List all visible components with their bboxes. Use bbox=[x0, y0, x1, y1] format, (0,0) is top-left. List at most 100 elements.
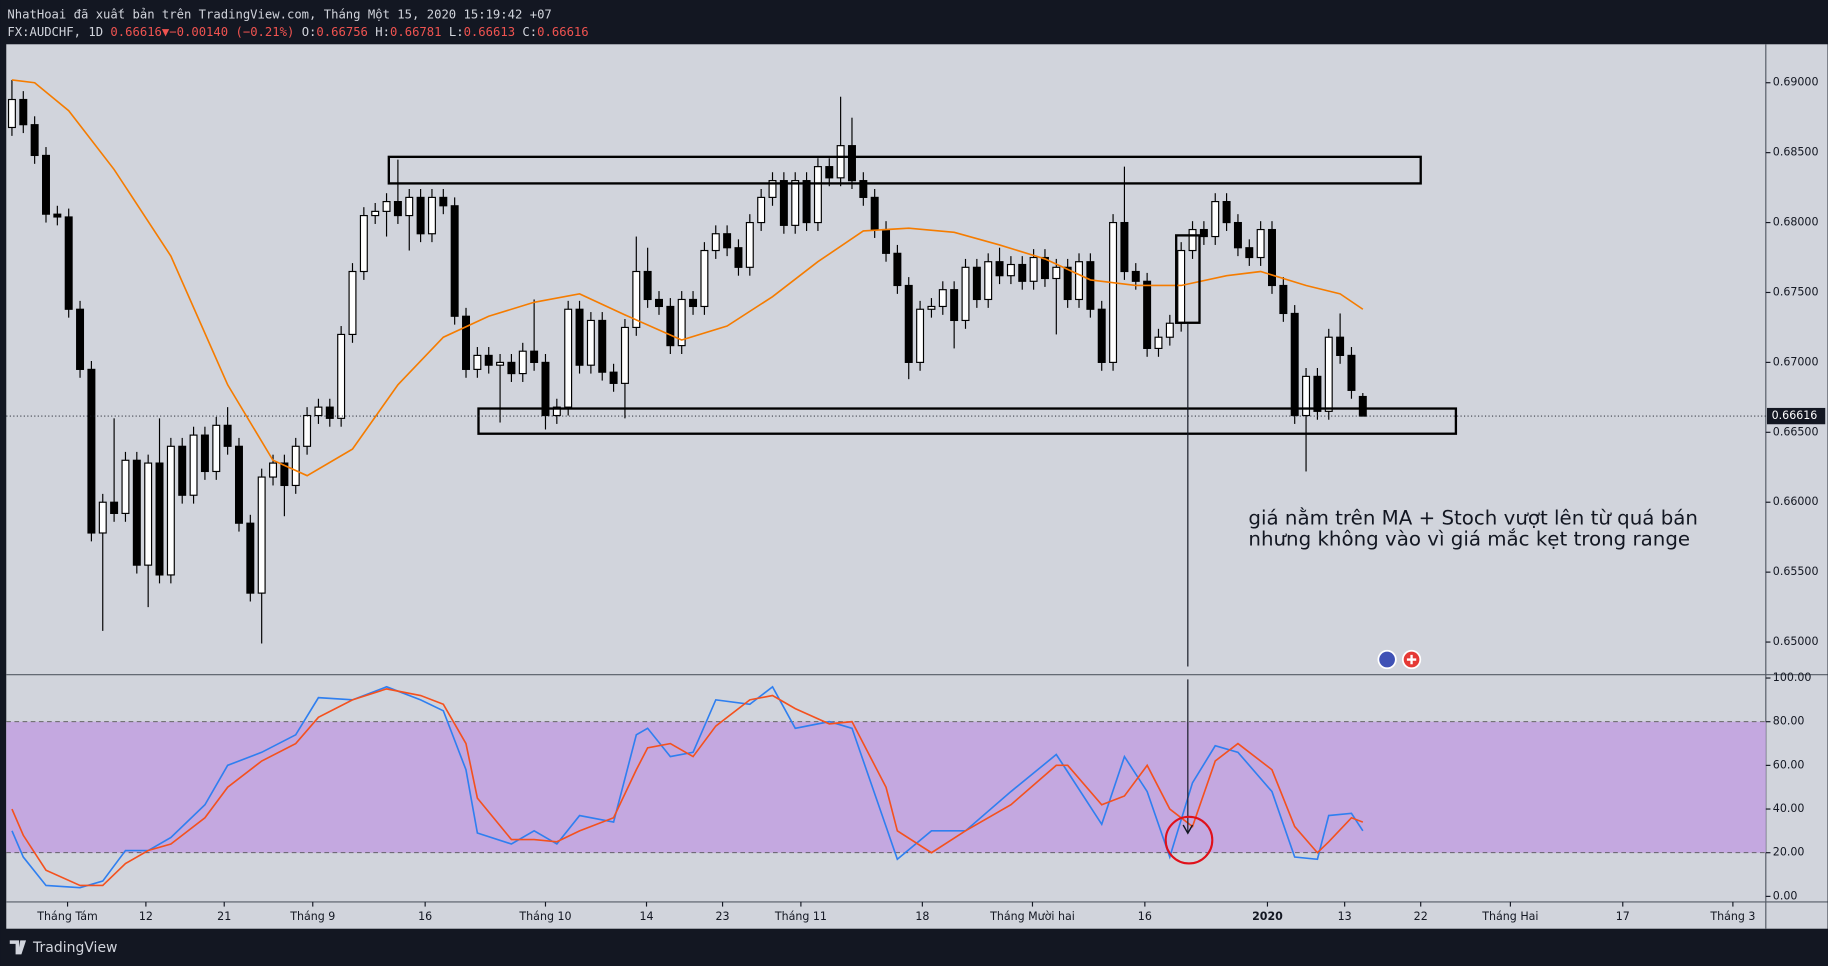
annotation-text: nhưng không vào vì giá mắc kẹt trong ran… bbox=[1248, 527, 1690, 550]
candle-body bbox=[189, 434, 198, 496]
candle-body bbox=[144, 462, 153, 566]
candle-body bbox=[337, 333, 346, 419]
candle-body bbox=[677, 298, 686, 347]
candle-body bbox=[1279, 284, 1288, 315]
candle-body bbox=[87, 368, 96, 534]
candle-body bbox=[1290, 312, 1299, 417]
ohlc-label: O: bbox=[302, 25, 317, 39]
candle-body bbox=[938, 289, 947, 308]
candle-body bbox=[121, 459, 130, 514]
candle-body bbox=[1143, 280, 1152, 349]
candle-body bbox=[552, 406, 561, 417]
ohlc-value: 0.66616 bbox=[537, 25, 589, 39]
y-tick-label: 0.68000 bbox=[1773, 216, 1819, 229]
candle-body bbox=[950, 289, 959, 322]
candle-body bbox=[1358, 395, 1367, 417]
ohlc-label: L: bbox=[449, 25, 464, 39]
candle-body bbox=[1199, 228, 1208, 238]
x-tick-label: 13 bbox=[1338, 910, 1352, 923]
symbol: FX:AUDCHF, 1D bbox=[7, 25, 103, 39]
candle-body bbox=[1256, 228, 1265, 259]
candle-body bbox=[98, 501, 107, 534]
arrow-head bbox=[1182, 824, 1194, 835]
price-zone bbox=[387, 155, 1422, 185]
series-line bbox=[11, 688, 1364, 887]
candle-body bbox=[530, 350, 539, 363]
x-tick-label: Tháng 10 bbox=[518, 910, 571, 923]
candle-body bbox=[813, 166, 822, 224]
candle-body bbox=[132, 459, 141, 566]
candle-body bbox=[291, 445, 300, 487]
candle-body bbox=[450, 205, 459, 317]
direction: ▼ bbox=[162, 25, 170, 39]
candle-body bbox=[1120, 221, 1129, 273]
y-tick-label: 0.65000 bbox=[1773, 635, 1819, 648]
candle-body bbox=[1063, 266, 1072, 301]
candle-body bbox=[42, 154, 50, 215]
candle-body bbox=[473, 354, 482, 370]
x-tick-label: 2020 bbox=[1252, 910, 1283, 923]
ohlc-value: 0.66756 bbox=[316, 25, 368, 39]
candle-body bbox=[961, 266, 970, 322]
candle-body bbox=[382, 201, 391, 212]
candle-body bbox=[564, 308, 573, 408]
candle-body bbox=[1006, 263, 1015, 277]
candle-body bbox=[212, 424, 221, 473]
ohlc-label: H: bbox=[375, 25, 390, 39]
candle-body bbox=[598, 319, 607, 373]
candle-body bbox=[405, 196, 414, 217]
candle-body bbox=[7, 98, 16, 129]
x-tick-label: 23 bbox=[716, 910, 730, 923]
candle-body bbox=[689, 298, 698, 308]
candle-body bbox=[802, 180, 811, 224]
candle-body bbox=[1040, 256, 1049, 280]
candle-body bbox=[586, 319, 595, 366]
candle-body bbox=[927, 305, 936, 310]
candle-body bbox=[734, 247, 743, 268]
price-zone bbox=[477, 407, 1458, 435]
candle-body bbox=[1222, 201, 1231, 224]
y-tick-label: 0.00 bbox=[1773, 889, 1798, 902]
brand: TradingView bbox=[9, 940, 117, 956]
candle-body bbox=[1086, 261, 1095, 310]
annotation-text: giá nằm trên MA + Stoch vượt lên từ quá … bbox=[1248, 506, 1698, 529]
y-tick-label: 0.66500 bbox=[1773, 425, 1819, 438]
candle-body bbox=[972, 266, 981, 301]
event-flags bbox=[1377, 649, 1422, 670]
candle-body bbox=[1018, 263, 1027, 282]
candle-body bbox=[484, 354, 493, 366]
flag-cross bbox=[1406, 654, 1417, 665]
candle-body bbox=[882, 228, 891, 254]
brand-logo bbox=[9, 940, 27, 955]
candle-body bbox=[257, 476, 266, 594]
signal-box bbox=[1175, 234, 1201, 324]
candle-body bbox=[246, 522, 255, 594]
y-tick-label: 60.00 bbox=[1773, 758, 1805, 771]
brand-name: TradingView bbox=[32, 940, 117, 956]
candle-body bbox=[427, 196, 436, 235]
candle-body bbox=[507, 361, 516, 375]
y-tick-label: 100.00 bbox=[1773, 671, 1812, 684]
candle-body bbox=[791, 180, 800, 226]
x-tick-label: 16 bbox=[418, 910, 432, 923]
candle-body bbox=[1131, 270, 1140, 282]
candle-body bbox=[1233, 221, 1242, 249]
candle-body bbox=[1347, 354, 1356, 391]
flag-icon bbox=[1377, 649, 1397, 670]
candle-body bbox=[984, 261, 993, 301]
signal-circle bbox=[1164, 815, 1214, 865]
x-tick-label: 22 bbox=[1414, 910, 1428, 923]
candle-body bbox=[359, 214, 368, 273]
candle-body bbox=[76, 308, 85, 370]
y-tick-label: 20.00 bbox=[1773, 846, 1805, 859]
candle-body bbox=[178, 445, 187, 496]
candle-body bbox=[1245, 247, 1254, 259]
y-tick-label: 0.67500 bbox=[1773, 285, 1819, 298]
candle-body bbox=[745, 221, 754, 268]
candle-body bbox=[1268, 228, 1276, 287]
y-tick-label: 40.00 bbox=[1773, 802, 1805, 815]
x-tick-label: 14 bbox=[639, 910, 653, 923]
candle-body bbox=[110, 501, 119, 514]
